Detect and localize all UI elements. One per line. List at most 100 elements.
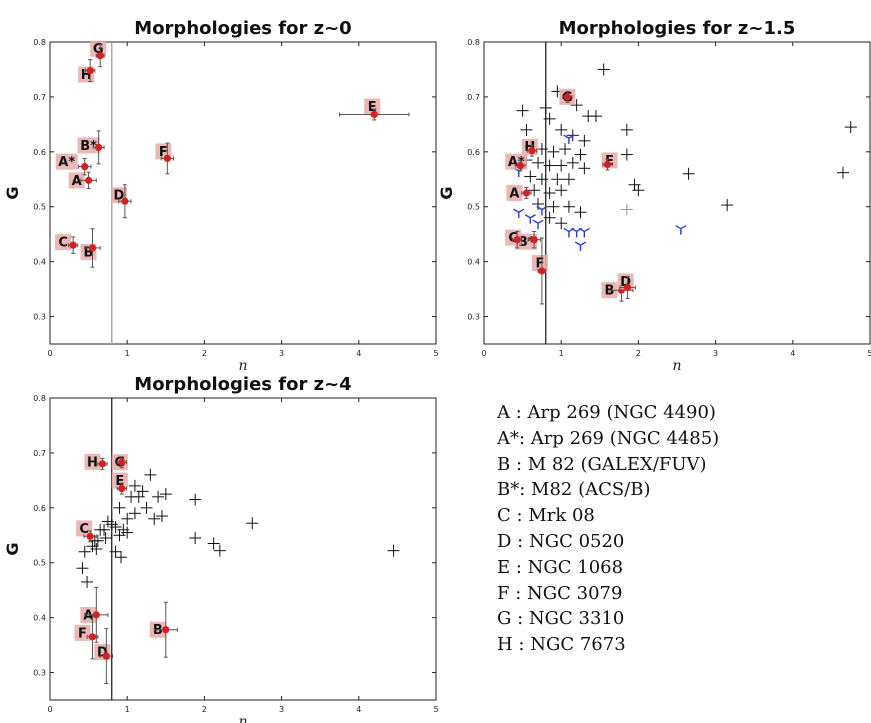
galaxy-point: E — [112, 473, 128, 494]
galaxy-point: C — [76, 520, 96, 541]
cross-marker — [721, 199, 733, 211]
point-label: F — [78, 626, 87, 641]
cross-marker — [144, 469, 156, 481]
legend-key: B* — [497, 479, 519, 500]
cross-marker — [621, 149, 633, 161]
legend-key: E — [497, 557, 510, 578]
y-axis-label: G — [437, 186, 456, 199]
y-tick-label: 0.7 — [33, 93, 46, 102]
x-tick-label: 1 — [125, 705, 130, 714]
y-tick-label: 0.5 — [33, 203, 46, 212]
galaxy-point: A* — [505, 154, 527, 171]
x-tick-label: 5 — [867, 349, 871, 358]
blue-tri-marker — [579, 228, 589, 237]
legend-name: M 82 (GALEX/FUV) — [528, 454, 707, 475]
legend-entry: F : NGC 3079 — [497, 581, 867, 607]
galaxy-marker — [99, 460, 106, 467]
galaxy-marker — [87, 67, 94, 74]
legend-name: Arp 269 (NGC 4485) — [531, 428, 719, 449]
cross-marker — [845, 121, 857, 133]
galaxy-marker — [87, 533, 94, 540]
galaxy-marker — [118, 459, 125, 466]
legend-separator: : — [511, 531, 529, 552]
point-label: B* — [80, 139, 97, 154]
cross-marker — [555, 217, 567, 229]
cross-marker — [532, 198, 544, 210]
x-tick-label: 1 — [559, 349, 564, 358]
cross-marker — [559, 143, 571, 155]
x-tick-label: 2 — [202, 349, 207, 358]
legend-key: G — [497, 608, 511, 629]
chart-title: Morphologies for z~1.5 — [559, 18, 796, 39]
cross-marker — [246, 517, 258, 529]
cross-marker — [189, 532, 201, 544]
cross-marker — [563, 201, 575, 213]
galaxy-marker — [162, 626, 169, 633]
cross-marker — [590, 110, 602, 122]
y-tick-label: 0.4 — [467, 258, 480, 267]
galaxy-marker — [89, 244, 96, 251]
galaxy-marker — [624, 284, 631, 291]
blue-tri-marker — [575, 242, 585, 251]
cross-marker — [524, 171, 536, 183]
galaxy-point: G — [90, 41, 106, 67]
cross-marker — [683, 168, 695, 180]
galaxy-point: B — [80, 229, 100, 267]
cross-marker — [555, 124, 567, 136]
legend-key: F — [497, 583, 510, 604]
cross-marker — [547, 201, 559, 213]
galaxy-point: G — [112, 454, 128, 471]
cross-marker — [551, 173, 563, 185]
y-tick-label: 0.4 — [33, 258, 46, 267]
blue-tri-marker — [533, 220, 543, 229]
legend-name: Mrk 08 — [528, 505, 595, 526]
x-tick-label: 3 — [279, 349, 284, 358]
galaxy-marker — [523, 189, 530, 196]
galaxy-point: H — [78, 60, 95, 83]
legend-separator: : — [513, 634, 531, 655]
galaxy-marker — [371, 111, 378, 118]
galaxy-marker — [118, 485, 125, 492]
y-tick-label: 0.5 — [467, 203, 480, 212]
chart-title: Morphologies for z~4 — [134, 374, 351, 395]
x-tick-label: 0 — [47, 705, 52, 714]
galaxy-point: H — [84, 454, 107, 471]
cross-marker — [214, 545, 226, 557]
cross-marker — [528, 184, 540, 196]
y-tick-label: 0.8 — [467, 38, 480, 47]
chart-panel-1: Morphologies for z~1.50 1 2 3 4 50.30.40.50.6… — [437, 18, 871, 374]
legend-key: H — [497, 634, 513, 655]
legend-name: NGC 0520 — [529, 531, 624, 552]
cross-marker — [113, 502, 125, 514]
y-tick-label: 0.6 — [467, 148, 480, 157]
blue-tri-marker — [525, 215, 535, 224]
legend-entry: H : NGC 7673 — [497, 632, 867, 658]
blue-tri-marker — [514, 209, 524, 218]
legend-entry: E : NGC 1068 — [497, 555, 867, 581]
y-axis-label: G — [3, 186, 22, 199]
cross-marker — [160, 488, 172, 500]
legend-separator: : — [510, 557, 528, 578]
cross-marker — [563, 173, 575, 185]
galaxy-marker — [103, 652, 110, 659]
cross-marker — [540, 102, 552, 114]
legend-separator: : — [511, 608, 529, 629]
legend-key: D — [497, 531, 511, 552]
x-tick-label: 2 — [636, 349, 641, 358]
galaxy-point: H — [522, 139, 538, 156]
chart-panel-0: Morphologies for z~00 1 2 3 4 50.30.40.50.60.… — [3, 18, 439, 374]
chart-title: Morphologies for z~0 — [134, 18, 351, 39]
legend-separator: : — [510, 454, 528, 475]
galaxy-marker — [121, 198, 128, 205]
cross-marker — [837, 167, 849, 179]
cross-marker — [141, 502, 153, 514]
cross-marker — [115, 551, 127, 563]
point-label: C — [58, 236, 68, 251]
legend-entry: B : M 82 (GALEX/FUV) — [497, 452, 867, 478]
cross-marker — [578, 135, 590, 147]
blue-tri-marker — [676, 226, 686, 235]
x-tick-label: 0 — [481, 349, 486, 358]
cross-marker — [555, 184, 567, 196]
legend-entry: B*: M82 (ACS/B) — [497, 477, 867, 503]
cross-marker — [520, 124, 532, 136]
